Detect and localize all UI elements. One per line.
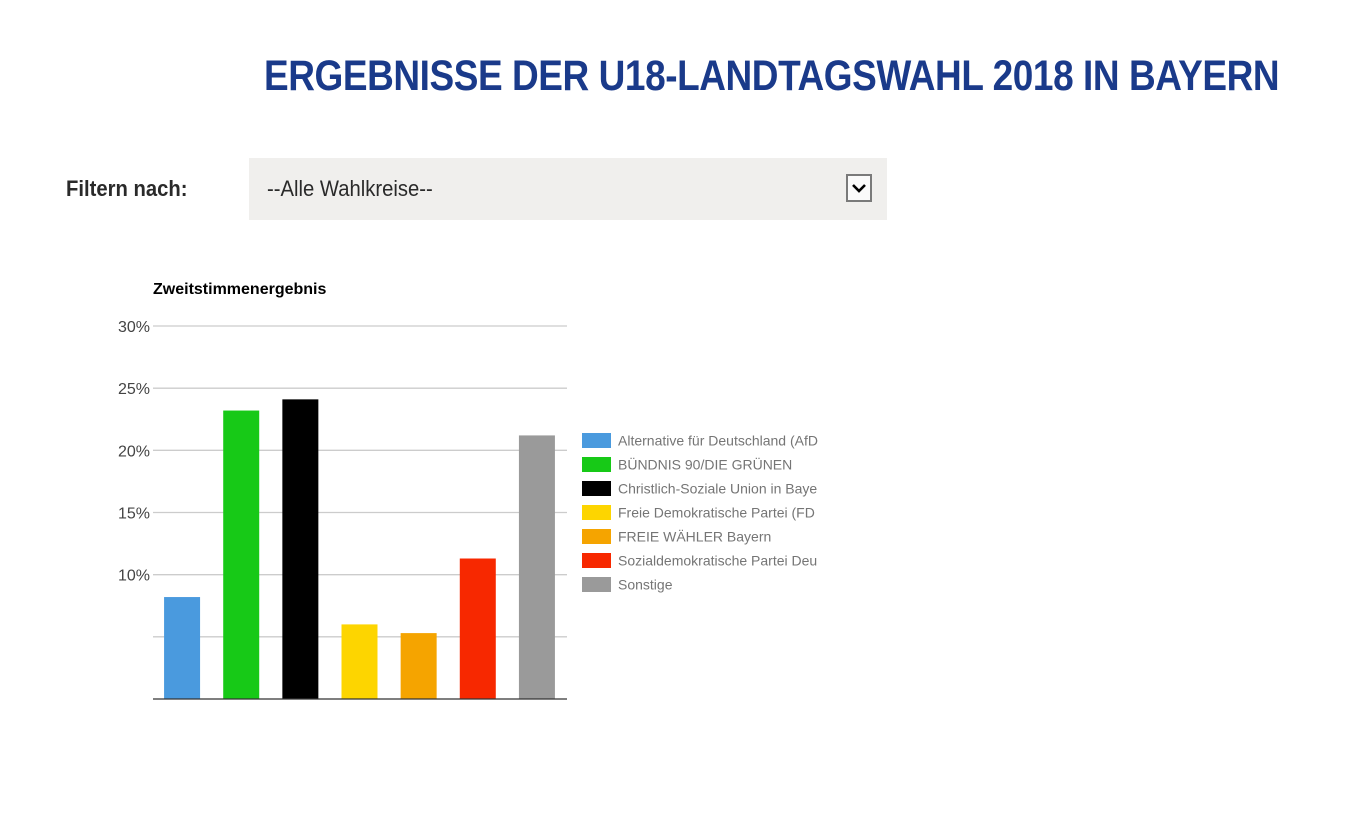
legend-label: Freie Demokratische Partei (FD (618, 505, 815, 521)
legend-swatch (582, 529, 611, 544)
chart-title: Zweitstimmenergebnis (153, 281, 326, 298)
legend-label: BÜNDNIS 90/DIE GRÜNEN (618, 456, 792, 473)
legend-label: Alternative für Deutschland (AfD (618, 433, 818, 449)
bar-chart: Zweitstimmenergebnis 10% 15% 20% 25% 30% Alt… (118, 281, 818, 700)
y-axis-ticks: 10% 15% 20% 25% 30% (118, 319, 150, 585)
legend-swatch (582, 481, 611, 496)
legend-label: Sozialdemokratische Partei Deu (618, 553, 817, 569)
bar-7 (518, 435, 555, 699)
y-tick-label: 25% (118, 381, 150, 398)
legend-label: Sonstige (618, 577, 673, 593)
legend-swatch (582, 505, 611, 520)
legend-label: FREIE WÄHLER Bayern (618, 529, 771, 545)
y-tick-label: 30% (118, 319, 150, 336)
page-title: ERGEBNISSE DER U18-LANDTAGSWAHL 2018 IN … (264, 52, 1280, 100)
bar-5 (400, 633, 437, 699)
y-tick-label: 10% (118, 568, 150, 585)
wahlkreis-select-value: --Alle Wahlkreise-- (267, 176, 433, 201)
chevron-down-icon[interactable] (846, 174, 872, 202)
filter-label: Filtern nach: (66, 176, 188, 201)
bar-3 (282, 399, 319, 699)
legend-label: Christlich-Soziale Union in Baye (618, 481, 817, 497)
legend-swatch (582, 433, 611, 448)
bar-1 (164, 597, 201, 699)
wahlkreis-select[interactable]: --Alle Wahlkreise-- (249, 158, 887, 220)
bar-2 (223, 410, 260, 699)
chart-gridlines (153, 325, 567, 638)
chart-legend: Alternative für Deutschland (AfD BÜNDNIS … (582, 433, 818, 593)
y-tick-label: 15% (118, 506, 150, 523)
y-tick-label: 20% (118, 443, 150, 460)
chart-bars (164, 399, 555, 699)
bar-6 (459, 558, 496, 699)
legend-swatch (582, 577, 611, 592)
bar-4 (341, 624, 378, 699)
legend-swatch (582, 553, 611, 568)
legend-swatch (582, 457, 611, 472)
